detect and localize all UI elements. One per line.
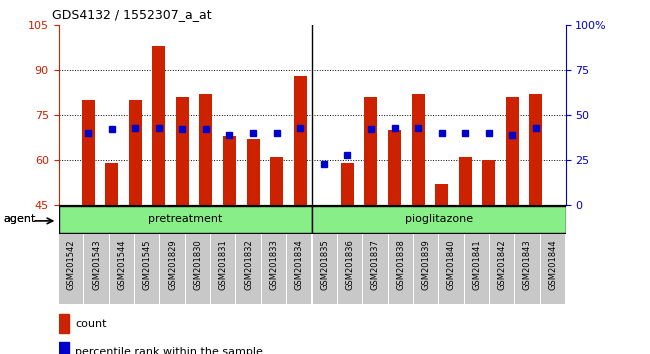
Bar [515,234,540,304]
Bar [211,234,235,304]
Bar [176,97,188,205]
Bar [541,234,565,304]
Bar [186,234,210,304]
Text: agent: agent [3,215,35,224]
Bar [223,136,236,205]
Bar [152,46,165,205]
Bar [110,234,134,304]
Bar [363,234,387,304]
Text: GSM201838: GSM201838 [396,239,405,290]
Text: GSM201833: GSM201833 [270,239,278,290]
Bar [262,234,286,304]
Text: GSM201829: GSM201829 [168,239,177,290]
Bar [58,314,69,333]
Bar [388,130,401,205]
Text: count: count [75,319,107,329]
Text: GSM201542: GSM201542 [67,239,75,290]
Bar [341,163,354,205]
Text: GSM201545: GSM201545 [143,239,151,290]
Bar [506,97,519,205]
Bar [246,139,259,205]
Bar [482,160,495,205]
Bar [237,234,261,304]
Bar [465,234,489,304]
Text: GSM201844: GSM201844 [549,239,557,290]
Bar [312,206,566,233]
Bar [459,157,472,205]
Text: GSM201830: GSM201830 [194,239,202,290]
Text: GSM201831: GSM201831 [219,239,227,290]
Bar [338,234,362,304]
Bar [365,97,378,205]
Text: pretreatment: pretreatment [148,215,222,224]
Bar [129,100,142,205]
Text: percentile rank within the sample: percentile rank within the sample [75,347,263,354]
Text: pioglitazone: pioglitazone [405,215,473,224]
Bar [287,234,311,304]
Text: GDS4132 / 1552307_a_at: GDS4132 / 1552307_a_at [52,8,212,21]
Bar [58,206,312,233]
Bar [414,234,438,304]
Bar [313,234,337,304]
Bar [411,94,424,205]
Text: GSM201544: GSM201544 [118,239,126,290]
Text: GSM201832: GSM201832 [244,239,253,290]
Text: GSM201839: GSM201839 [422,239,430,290]
Bar [490,234,514,304]
Text: GSM201843: GSM201843 [523,239,532,290]
Bar [270,157,283,205]
Text: agent: agent [3,215,36,224]
Text: GSM201543: GSM201543 [92,239,101,290]
Bar [530,94,543,205]
Bar [135,234,159,304]
Text: GSM201840: GSM201840 [447,239,456,290]
Text: GSM201834: GSM201834 [295,239,304,290]
Bar [436,184,448,205]
Text: GSM201842: GSM201842 [498,239,506,290]
Text: GSM201837: GSM201837 [371,239,380,290]
Bar [161,234,185,304]
Bar [389,234,413,304]
Bar [439,234,463,304]
Bar [294,76,307,205]
Bar [105,163,118,205]
Bar [81,100,94,205]
Text: GSM201841: GSM201841 [473,239,481,290]
Text: GSM201835: GSM201835 [320,239,329,290]
Bar [84,234,109,304]
Bar [58,342,69,354]
Text: GSM201836: GSM201836 [346,239,354,290]
Bar [59,234,83,304]
Bar [200,94,213,205]
